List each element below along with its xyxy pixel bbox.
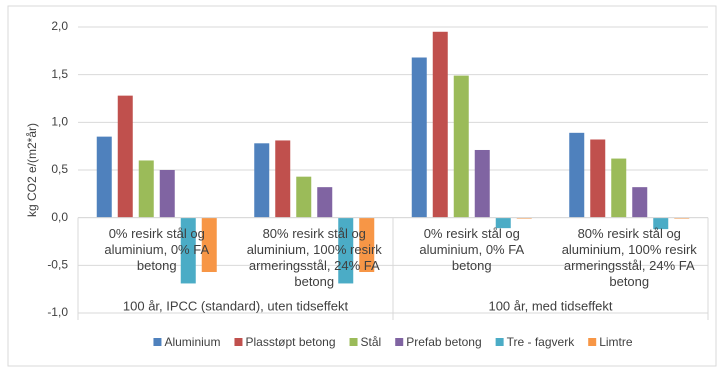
y-axis-title: kg CO2 e/(m2*år)	[25, 123, 39, 217]
x-tick-label: 80% resirk stål og aluminium, 100% resirk…	[247, 226, 383, 289]
group-label: 100 år, IPCC (standard), uten tidseffekt	[123, 298, 349, 313]
bar	[474, 149, 490, 218]
bar	[254, 143, 270, 218]
legend-swatch	[588, 338, 597, 346]
legend-swatch	[395, 338, 404, 346]
bar	[201, 217, 217, 273]
bar	[653, 217, 669, 230]
bar	[275, 140, 291, 218]
y-tick-label: 1,5	[51, 67, 68, 81]
y-tick-label: 0,5	[51, 162, 68, 176]
y-tick-label: 0,0	[51, 210, 68, 224]
legend-label: Plasstøpt betong	[245, 335, 335, 349]
bar	[117, 95, 133, 218]
bar	[296, 176, 312, 218]
legend-swatch	[349, 338, 358, 346]
y-tick-label: 2,0	[51, 19, 68, 33]
legend-swatch	[495, 338, 504, 346]
bar	[453, 75, 469, 218]
bar	[432, 31, 448, 218]
x-tick-label: 0% resirk stål og aluminium, 0% FA betong	[419, 226, 524, 273]
bar	[338, 217, 354, 284]
legend-label: Limtre	[599, 335, 633, 349]
legend-label: Tre - fagverk	[507, 335, 576, 349]
x-tick-label: 80% resirk stål og aluminium, 100% resirk…	[562, 226, 698, 289]
group-label: 100 år, med tidseffekt	[488, 298, 612, 313]
bar	[96, 136, 112, 218]
legend-label: Aluminium	[164, 335, 220, 349]
legend-swatch	[153, 338, 162, 346]
legend-label: Stål	[361, 335, 382, 349]
y-tick-label: -0,5	[47, 258, 68, 272]
y-tick-label: 1,0	[51, 115, 68, 129]
x-tick-label: 0% resirk stål og aluminium, 0% FA betong	[104, 226, 209, 273]
bar	[411, 57, 427, 218]
bar	[138, 160, 154, 218]
y-tick-label: -1,0	[47, 305, 68, 319]
bar	[180, 217, 196, 284]
bar	[569, 132, 585, 218]
legend: Aluminium Plasstøpt betong Stål Prefab beto…	[153, 335, 633, 349]
legend-swatch	[234, 338, 243, 346]
bar	[590, 139, 606, 218]
bar	[611, 158, 627, 218]
bar	[159, 170, 175, 218]
bar	[495, 217, 511, 229]
legend-label: Prefab betong	[406, 335, 481, 349]
bar	[317, 187, 333, 218]
bar	[359, 217, 375, 273]
bar	[632, 187, 648, 218]
